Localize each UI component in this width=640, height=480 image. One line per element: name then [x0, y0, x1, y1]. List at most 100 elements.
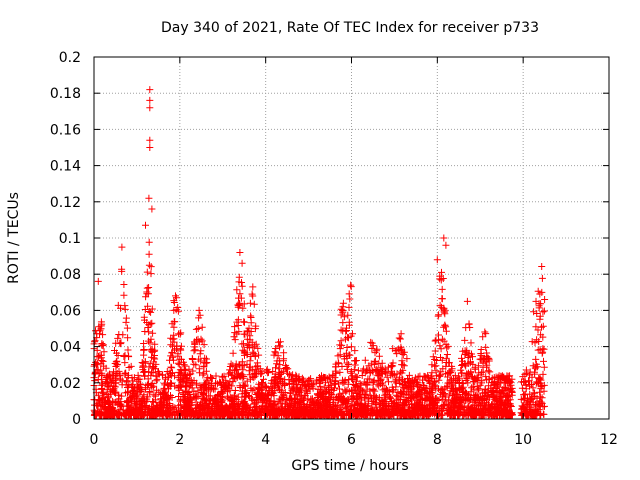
data-point [489, 400, 497, 408]
data-point [170, 331, 178, 339]
data-point [445, 359, 453, 367]
data-point [191, 339, 199, 347]
data-point [343, 344, 351, 351]
data-point [526, 368, 534, 376]
data-point [249, 283, 257, 291]
data-point [345, 318, 353, 326]
data-point [120, 281, 128, 288]
data-point [146, 96, 154, 104]
data-point [148, 319, 156, 327]
data-point [195, 411, 203, 419]
data-point [342, 327, 350, 335]
data-point [181, 372, 189, 379]
data-point [433, 407, 440, 415]
data-point [434, 397, 442, 404]
data-point [451, 372, 459, 380]
data-point [478, 389, 486, 397]
data-point [410, 379, 418, 387]
data-point [238, 358, 246, 366]
data-point [302, 403, 310, 411]
data-point [394, 410, 402, 417]
data-point [499, 408, 506, 416]
data-point [240, 318, 248, 326]
data-point [223, 379, 231, 387]
data-point [529, 410, 537, 418]
data-point [523, 369, 531, 377]
data-point [351, 361, 359, 369]
data-point [539, 345, 547, 353]
data-point [388, 383, 396, 391]
data-point [147, 263, 155, 271]
data-point [317, 411, 325, 419]
data-point [433, 256, 441, 264]
data-point [120, 409, 128, 417]
data-point [492, 388, 500, 396]
data-point [231, 408, 239, 416]
data-point [483, 363, 490, 371]
data-point [531, 370, 539, 378]
data-point [508, 388, 516, 396]
data-point [272, 364, 279, 372]
data-point [478, 411, 486, 419]
data-point [442, 241, 450, 249]
data-point [226, 366, 234, 374]
data-point [137, 380, 145, 388]
data-point [383, 385, 390, 393]
data-point [147, 308, 155, 316]
data-point [437, 387, 445, 395]
data-point [142, 221, 149, 229]
data-point [396, 335, 404, 343]
data-point [336, 368, 344, 376]
data-point [250, 350, 258, 358]
data-point [419, 381, 427, 389]
data-point [216, 378, 224, 386]
data-point [235, 328, 243, 336]
data-point [345, 351, 353, 359]
data-point [401, 401, 409, 409]
data-point [438, 268, 445, 276]
data-point [121, 351, 129, 359]
data-point [248, 387, 256, 394]
data-point [508, 411, 516, 419]
data-point [124, 389, 131, 396]
data-point [540, 381, 548, 389]
data-point [99, 357, 107, 365]
data-point [176, 355, 184, 363]
data-point [347, 402, 355, 410]
data-point [162, 410, 170, 418]
data-point [234, 401, 242, 409]
data-point [481, 328, 489, 336]
data-point [442, 354, 450, 362]
data-point [221, 404, 229, 412]
data-point [340, 313, 348, 321]
data-point [303, 386, 310, 394]
data-point [370, 358, 378, 366]
data-point [111, 383, 119, 391]
data-point [467, 339, 475, 347]
data-point [100, 348, 108, 356]
data-point [275, 395, 283, 403]
data-point [325, 382, 333, 390]
data-point [369, 386, 377, 394]
data-point [155, 370, 163, 378]
data-point [455, 373, 463, 381]
data-point [243, 335, 251, 343]
data-point [191, 346, 199, 354]
data-point [305, 411, 313, 419]
data-point [455, 403, 463, 411]
data-point [187, 379, 195, 387]
data-point [471, 411, 479, 419]
data-point [93, 346, 101, 354]
chart-title: Day 340 of 2021, Rate Of TEC Index for r… [161, 20, 539, 36]
data-point [209, 396, 217, 404]
data-point [148, 369, 155, 377]
data-point [108, 377, 116, 385]
data-point [327, 411, 335, 419]
data-point [399, 351, 407, 358]
data-point [385, 378, 392, 386]
data-point [518, 384, 526, 392]
data-point [452, 377, 460, 385]
data-point [106, 397, 114, 405]
data-point [145, 284, 153, 291]
data-point [443, 344, 451, 352]
